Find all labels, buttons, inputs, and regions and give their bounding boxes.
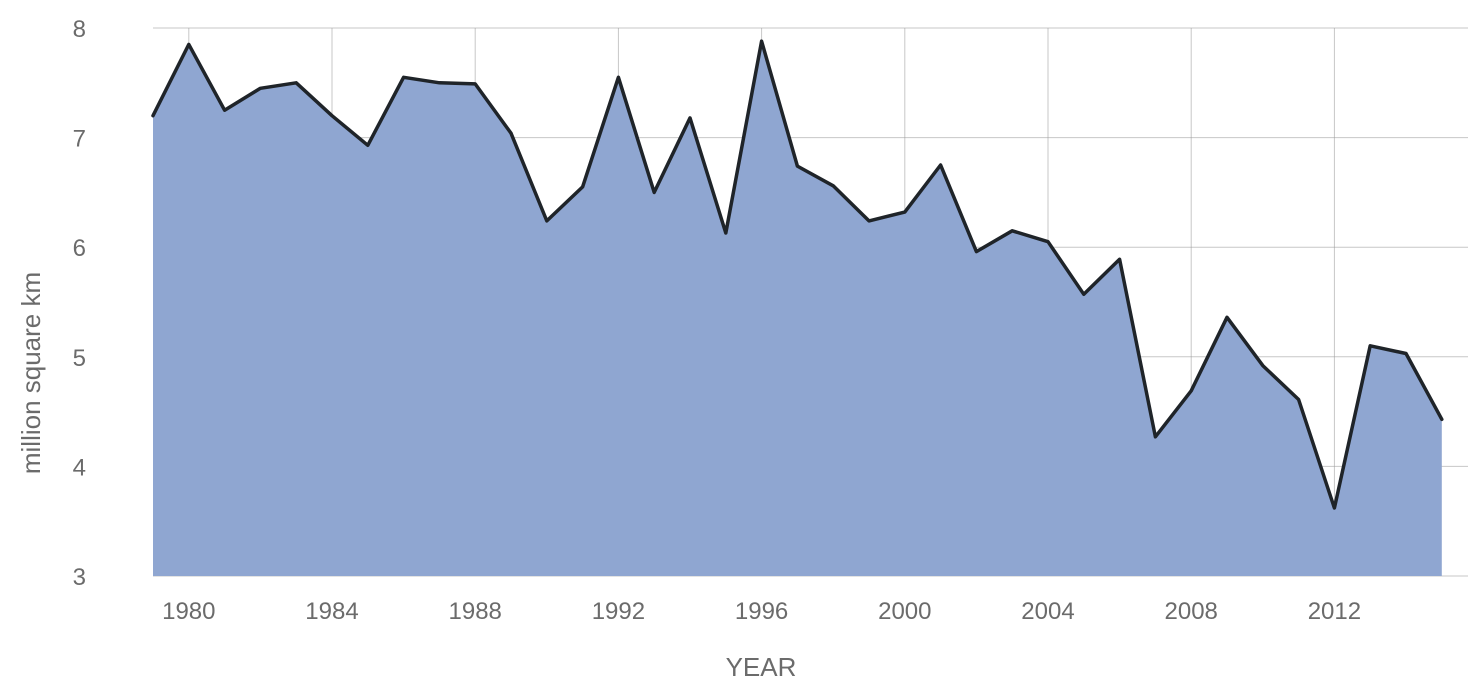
x-tick-label: 1980: [162, 598, 215, 625]
x-axis-ticks: 1980 1984 1988 1992 1996 2000 2004 2008 2012: [162, 598, 1361, 625]
x-tick-label: 2000: [878, 598, 931, 625]
x-tick-label: 2012: [1308, 598, 1361, 625]
area-fill: [153, 41, 1442, 576]
x-tick-label: 1996: [735, 598, 788, 625]
series-line: [151, 39, 1444, 510]
x-tick-label: 1988: [449, 598, 502, 625]
y-axis-ticks: 3 4 5 6 7 8: [73, 16, 86, 591]
y-tick-label: 6: [73, 235, 86, 262]
y-tick-label: 3: [73, 564, 86, 591]
x-axis-title: YEAR: [726, 652, 797, 682]
y-tick-label: 5: [73, 345, 86, 372]
x-tick-label: 1984: [305, 598, 358, 625]
y-axis-title: million square km: [16, 272, 46, 474]
x-tick-label: 1992: [592, 598, 645, 625]
x-tick-label: 2008: [1165, 598, 1218, 625]
x-tick-label: 2004: [1021, 598, 1074, 625]
y-tick-label: 8: [73, 16, 86, 43]
y-tick-label: 7: [73, 126, 86, 153]
y-tick-label: 4: [73, 454, 86, 481]
